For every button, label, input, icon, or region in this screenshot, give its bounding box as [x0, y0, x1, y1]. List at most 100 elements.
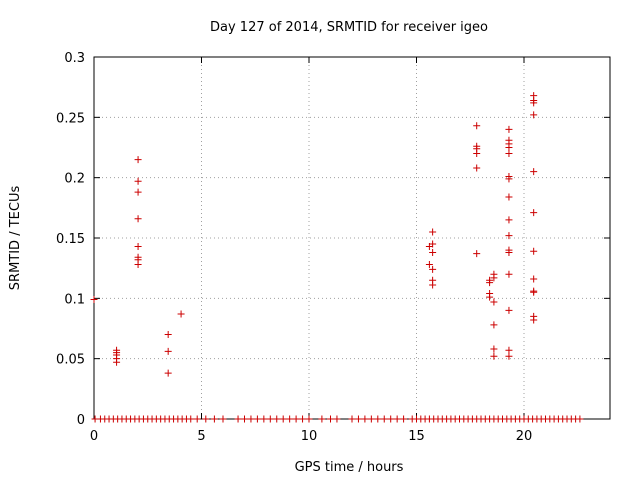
baseline-point — [380, 415, 388, 423]
baseline-point — [318, 415, 326, 423]
data-point — [134, 156, 142, 164]
y-tick-label: 0.1 — [64, 292, 85, 307]
data-point — [530, 168, 538, 176]
data-point — [486, 293, 494, 301]
data-point — [134, 242, 142, 250]
data-point — [164, 369, 172, 377]
data-point — [505, 270, 513, 278]
baseline-point — [219, 415, 227, 423]
baseline-point — [279, 415, 287, 423]
y-tick-label: 0.15 — [56, 232, 85, 247]
data-point — [530, 247, 538, 255]
x-tick-label: 20 — [516, 429, 533, 444]
y-tick-label: 0.05 — [56, 353, 85, 368]
data-point — [429, 240, 437, 248]
baseline-point — [327, 415, 334, 423]
data-point — [505, 150, 513, 158]
data-points — [90, 92, 584, 423]
data-point — [425, 261, 433, 269]
baseline-point — [247, 415, 255, 423]
chart-title: Day 127 of 2014, SRMTID for receiver ige… — [210, 20, 488, 35]
data-point — [164, 331, 172, 339]
baseline-point — [354, 415, 362, 423]
y-axis-label: SRMTID / TECUs — [8, 186, 23, 291]
y-tick-label: 0.25 — [56, 111, 85, 126]
data-point — [429, 228, 437, 236]
baseline-point — [576, 415, 584, 423]
data-point — [113, 358, 121, 366]
data-point — [505, 248, 513, 256]
baseline-point — [374, 415, 382, 423]
baseline-point — [234, 415, 242, 423]
y-tick-label: 0.2 — [64, 172, 85, 187]
data-point — [490, 274, 498, 282]
data-point — [134, 188, 142, 196]
baseline-point — [286, 415, 294, 423]
data-point — [473, 250, 481, 258]
y-tick-label: 0 — [77, 413, 85, 428]
baseline-point — [253, 415, 261, 423]
data-point — [505, 216, 513, 224]
baseline-point — [193, 415, 201, 423]
data-point — [530, 288, 538, 296]
baseline-point — [187, 415, 195, 423]
data-point — [505, 193, 513, 201]
axes: 0 5 10 15 20 0 0.05 0.1 0.15 0.2 0.25 0.3 — [56, 51, 611, 444]
data-point — [134, 215, 142, 223]
baseline-point — [266, 415, 274, 423]
data-point — [505, 125, 513, 133]
baseline-point — [292, 415, 300, 423]
data-point — [164, 347, 172, 355]
data-point — [473, 164, 481, 172]
data-point — [473, 150, 481, 158]
x-axis-label: GPS time / hours — [295, 460, 404, 475]
grid-lines — [94, 57, 610, 419]
data-point — [530, 209, 538, 217]
data-point — [530, 316, 538, 324]
data-point — [505, 144, 513, 151]
baseline-point — [361, 415, 369, 423]
baseline-point — [260, 415, 268, 423]
y-tick-label: 0.3 — [64, 51, 85, 66]
x-tick-label: 10 — [301, 429, 318, 444]
data-point — [486, 279, 494, 287]
data-point — [490, 352, 498, 360]
data-point — [530, 99, 538, 107]
baseline-point — [393, 415, 401, 423]
baseline-point — [348, 415, 356, 423]
data-point — [490, 321, 498, 329]
baseline-point — [241, 415, 248, 423]
data-point — [505, 232, 513, 240]
data-point — [134, 177, 142, 185]
data-point — [429, 265, 437, 273]
baseline-point — [202, 415, 210, 423]
data-point — [490, 345, 498, 353]
baseline-point — [400, 415, 408, 423]
baseline-point — [299, 415, 307, 423]
data-point — [505, 175, 513, 183]
baseline-point — [210, 415, 218, 423]
baseline-point — [273, 415, 281, 423]
data-point — [90, 296, 98, 304]
data-point — [505, 306, 513, 314]
data-point — [134, 261, 142, 269]
data-point — [473, 122, 481, 130]
x-tick-label: 15 — [408, 429, 425, 444]
data-point — [429, 281, 437, 289]
data-point — [530, 275, 538, 283]
x-tick-label: 0 — [90, 429, 98, 444]
data-point — [429, 248, 437, 256]
labels: Day 127 of 2014, SRMTID for receiver ige… — [8, 20, 488, 475]
data-point — [505, 346, 513, 354]
data-point — [505, 352, 513, 360]
baseline-point — [367, 415, 375, 423]
baseline-point — [305, 415, 313, 423]
data-point — [490, 298, 498, 306]
data-point — [530, 111, 538, 119]
x-tick-label: 5 — [197, 429, 205, 444]
baseline-point — [333, 415, 341, 423]
data-point — [177, 310, 185, 318]
baseline-point — [387, 415, 395, 423]
